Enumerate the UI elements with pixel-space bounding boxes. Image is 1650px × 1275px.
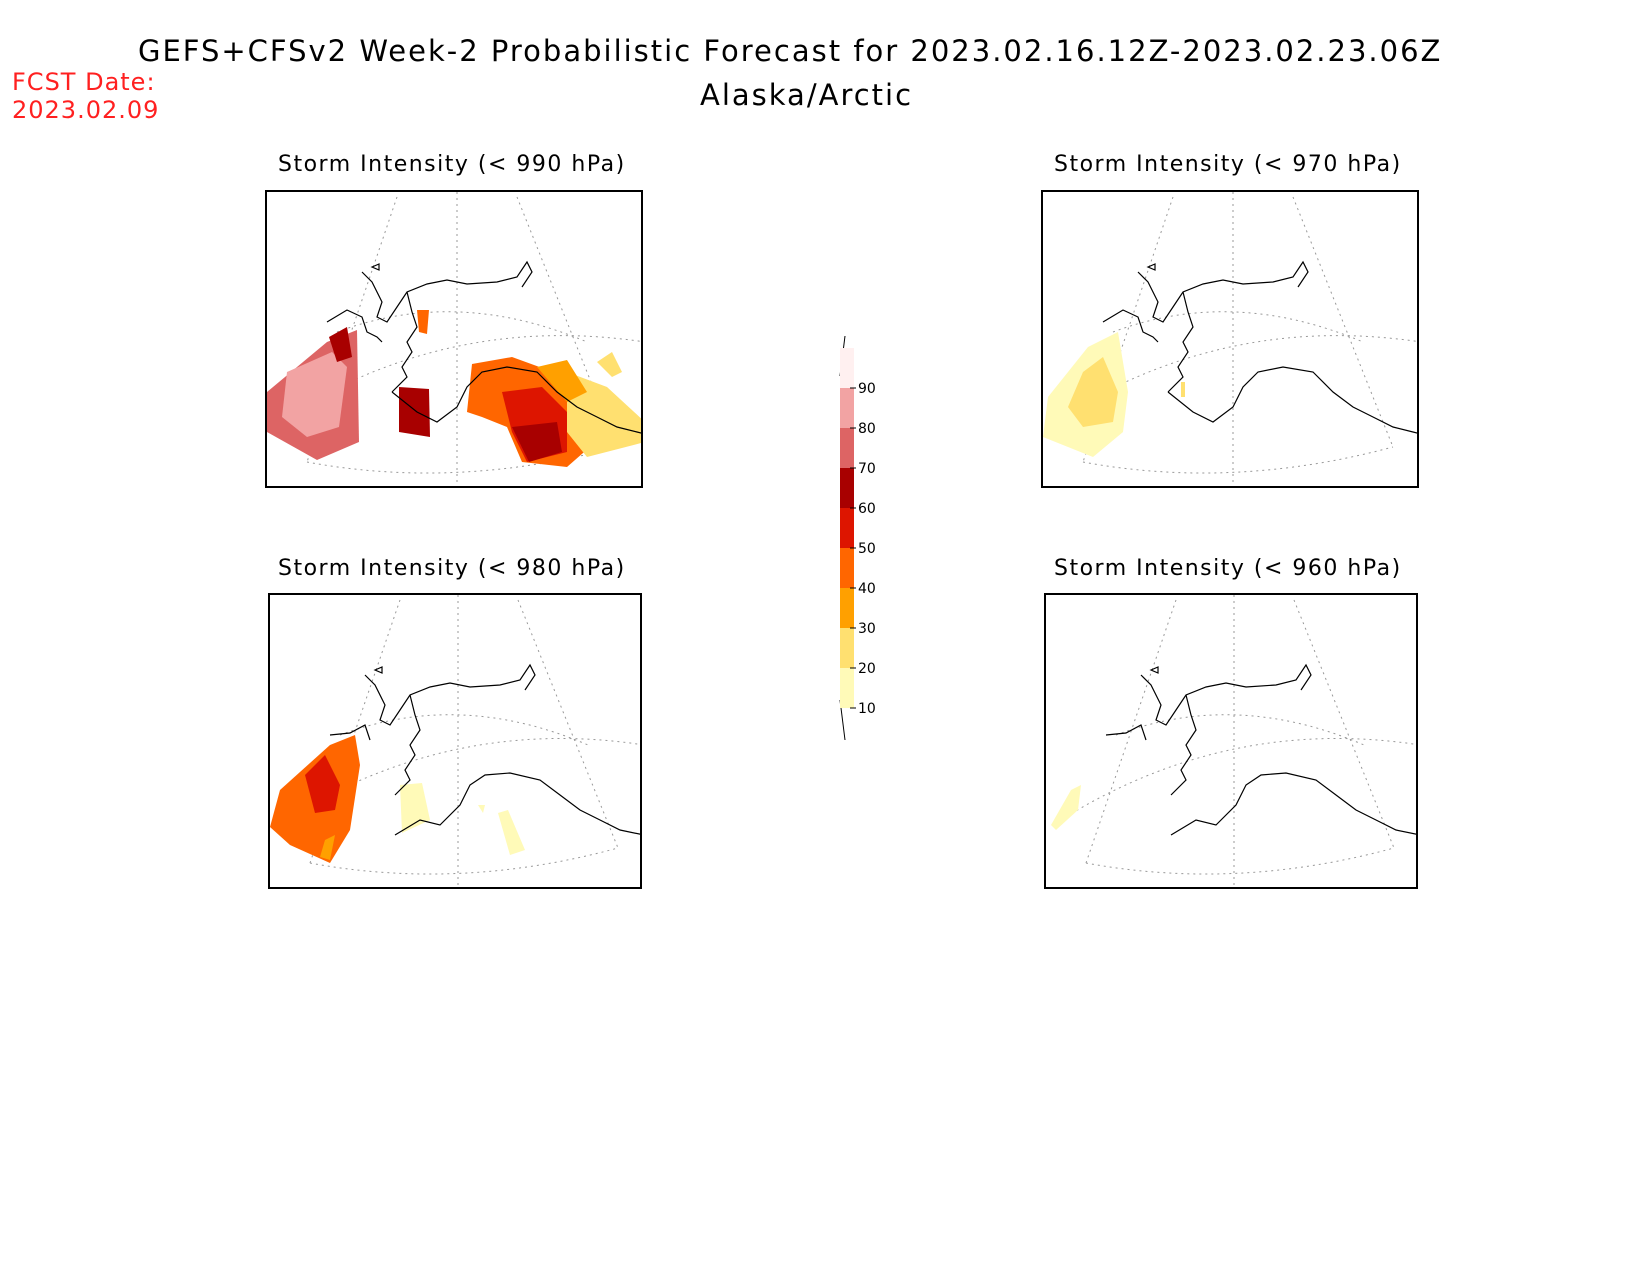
probability-shading: [270, 735, 525, 863]
colorbar-swatch: [840, 388, 854, 428]
colorbar-tick-label: 70: [858, 461, 876, 477]
probability-shading: [1043, 332, 1185, 457]
colorbar-swatch: [840, 588, 854, 628]
map-960-hpa: [1044, 593, 1418, 889]
coastline: [1105, 663, 1416, 836]
coastline: [326, 260, 641, 434]
panel-970-title: Storm Intensity (< 970 hPa): [1054, 152, 1402, 177]
colorbar-swatch: [840, 508, 854, 548]
panel-960-title: Storm Intensity (< 960 hPa): [1054, 556, 1402, 581]
probability-shading: [1051, 785, 1081, 830]
graticule: [1055, 595, 1416, 887]
colorbar-tick-label: 40: [858, 581, 876, 597]
graticule: [1052, 192, 1417, 486]
colorbar-tick-label: 80: [858, 421, 876, 437]
colorbar-swatch: [840, 348, 854, 388]
probability-shading: [267, 310, 641, 467]
colorbar-tick-label: 90: [858, 381, 876, 397]
forecast-date-value: 2023.02.09: [12, 96, 160, 124]
colorbar: 90 80 70 60 50 40 30 20 10: [820, 335, 880, 750]
colorbar-tick-label: 30: [858, 621, 876, 637]
map-990-hpa: [265, 190, 643, 488]
colorbar-tick-label: 50: [858, 541, 876, 557]
map-980-hpa: [268, 593, 642, 889]
forecast-date-block: FCST Date: 2023.02.09: [12, 68, 159, 124]
colorbar-swatch: [840, 668, 854, 708]
colorbar-swatch: [840, 468, 854, 508]
main-title: GEFS+CFSv2 Week-2 Probabilistic Forecast…: [138, 34, 1443, 68]
colorbar-tick-label: 20: [858, 661, 876, 677]
coastline: [1102, 260, 1417, 434]
colorbar-swatch: [840, 548, 854, 588]
colorbar-tick-label: 60: [858, 501, 876, 517]
forecast-date-label: FCST Date:: [12, 68, 156, 96]
colorbar-swatch: [840, 428, 854, 468]
map-970-hpa: [1041, 190, 1419, 488]
graticule: [279, 595, 640, 887]
colorbar-tick-label: 10: [858, 701, 876, 717]
panel-980-title: Storm Intensity (< 980 hPa): [278, 556, 626, 581]
colorbar-swatch: [840, 628, 854, 668]
region-subtitle: Alaska/Arctic: [700, 78, 914, 112]
coastline: [329, 663, 640, 836]
panel-990-title: Storm Intensity (< 990 hPa): [278, 152, 626, 177]
